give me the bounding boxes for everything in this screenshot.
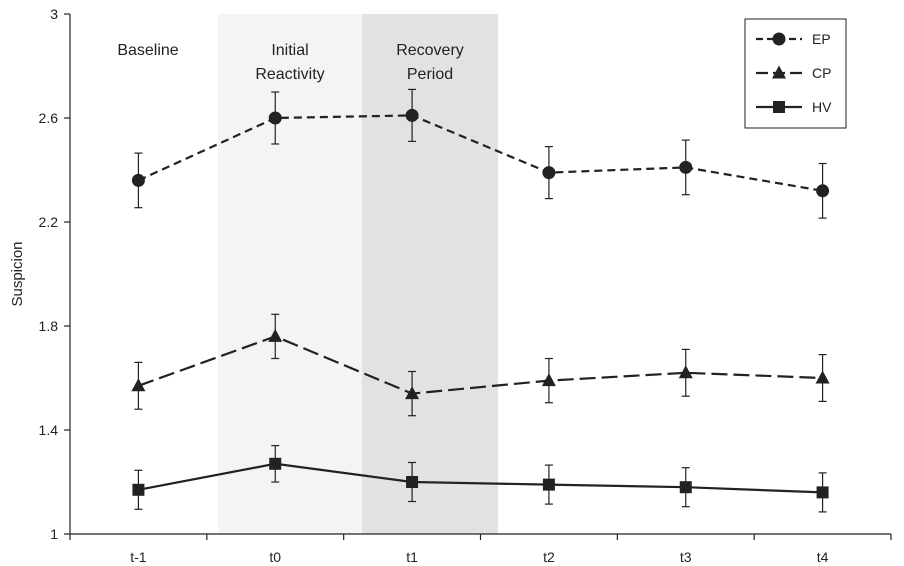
legend-marker-cp — [772, 65, 786, 79]
y-tick-label: 1.8 — [39, 318, 59, 334]
region-band-1 — [218, 14, 362, 534]
data-point-hv — [132, 483, 145, 496]
legend-marker-hv — [773, 101, 785, 113]
data-point-hv — [406, 476, 419, 488]
data-point-ep — [542, 166, 556, 180]
x-tick-label: t4 — [817, 549, 829, 565]
series-line-cp — [138, 335, 823, 395]
data-point-hv — [542, 478, 555, 491]
x-tick-label: t2 — [543, 549, 555, 565]
series-group — [131, 88, 830, 513]
data-point-hv — [816, 486, 829, 499]
data-point-cp — [131, 378, 146, 392]
x-tick-label: t3 — [680, 549, 692, 565]
series-hv — [132, 445, 829, 513]
data-point-ep — [131, 173, 145, 187]
data-point-hv — [679, 481, 692, 494]
series-cp — [131, 313, 830, 417]
data-point-cp — [815, 370, 830, 384]
region-label-2-1: Period — [407, 66, 453, 83]
legend-label-hv: HV — [812, 99, 832, 115]
data-point-cp — [268, 328, 283, 342]
y-axis-title: Suspicion — [9, 241, 26, 306]
x-tick-label: t0 — [269, 549, 281, 565]
data-point-ep — [268, 111, 282, 125]
region-label-2-0: Recovery — [396, 42, 464, 59]
series-ep — [131, 88, 830, 219]
data-point-ep — [816, 184, 830, 198]
y-tick-label: 2.6 — [39, 110, 59, 126]
legend: EP CP HV — [744, 18, 847, 129]
legend-label-ep: EP — [812, 31, 831, 47]
data-point-cp — [678, 365, 693, 379]
x-tick-label: t-1 — [130, 549, 147, 565]
legend-marker-ep — [772, 32, 786, 46]
axes: 1 1.4 1.8 2.2 2.6 3 t-1 t0 t1 t2 t3 t4 Suspicion — [9, 6, 892, 565]
region-label-1-1: Reactivity — [255, 66, 324, 83]
y-tick-label: 1.4 — [39, 422, 59, 438]
y-tick-label: 3 — [50, 6, 58, 22]
region-label-0-0: Baseline — [117, 42, 178, 59]
data-point-ep — [405, 108, 419, 122]
region-band-2 — [362, 14, 498, 534]
data-point-ep — [679, 160, 693, 174]
series-line-hv — [138, 462, 823, 494]
data-point-cp — [541, 373, 556, 387]
region-label-1-0: Initial — [271, 42, 308, 59]
legend-label-cp: CP — [812, 65, 831, 81]
y-tick-label: 2.2 — [39, 214, 59, 230]
data-point-cp — [405, 386, 420, 400]
data-point-hv — [269, 457, 282, 470]
x-tick-label: t1 — [406, 549, 418, 565]
shaded-regions: Baseline Initial Reactivity Recovery Period — [117, 14, 498, 534]
y-tick-label: 1 — [50, 526, 58, 542]
